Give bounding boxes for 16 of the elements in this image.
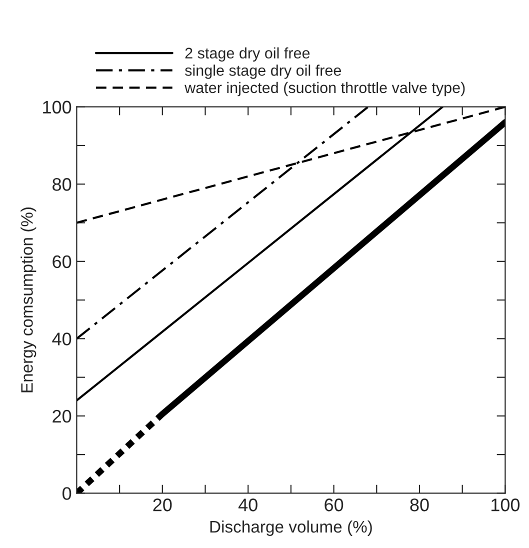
y-tick-label: 80 [52,178,72,191]
y-tick-label: 20 [52,410,72,423]
x-tick-label: 40 [238,498,258,512]
legend-label: 2 stage dry oil free [185,47,310,62]
x-axis-title: Discharge volume (%) [210,520,372,536]
y-tick-label: 40 [52,332,72,346]
legend-label: single stage dry oil free [185,64,342,79]
x-tick-label: 100 [492,498,520,512]
y-tick-label: 100 [43,100,72,114]
legend-label: water injected (suction throttle valve type) [184,82,465,96]
y-tick-label: 60 [52,255,72,268]
y-axis-title: Energy comsumption (%) [20,208,36,392]
x-tick-label: 20 [153,498,172,512]
x-tick-label: 60 [324,498,344,512]
x-tick-label: 80 [410,498,429,512]
y-tick-label: 0 [62,487,72,500]
